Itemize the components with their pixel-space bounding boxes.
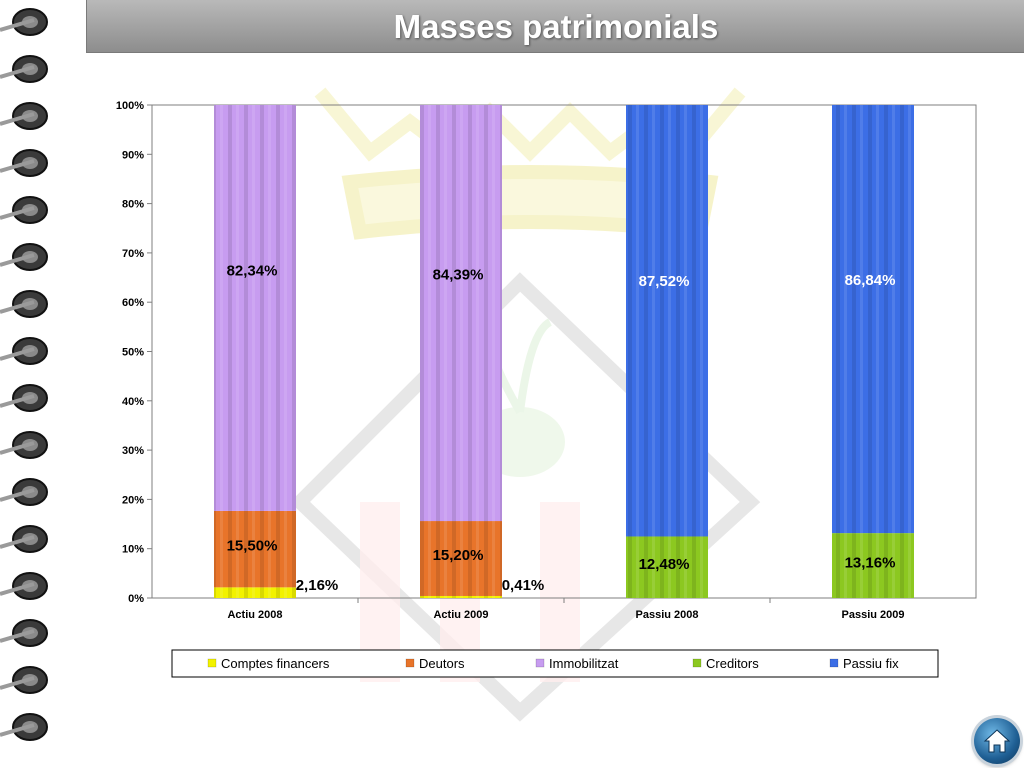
spiral-ring bbox=[0, 8, 48, 36]
legend-item: Creditors bbox=[692, 656, 759, 671]
spiral-ring bbox=[0, 572, 48, 600]
data-label: 15,50% bbox=[227, 537, 278, 554]
data-label: 86,84% bbox=[845, 272, 896, 289]
plot-area: 0% 10% 20% 30% 40% 50% 60% 70% 80% 90% 100% 2,16% 15… bbox=[116, 100, 977, 621]
spiral-ring bbox=[0, 525, 48, 553]
legend-swatch bbox=[207, 658, 217, 668]
legend-swatch bbox=[692, 658, 702, 668]
data-label: 84,39% bbox=[433, 267, 484, 284]
bar-segment-shading bbox=[626, 536, 708, 598]
spiral-ring bbox=[0, 478, 48, 506]
data-label: 15,20% bbox=[433, 547, 484, 564]
stacked-bar-chart: 0% 10% 20% 30% 40% 50% 60% 70% 80% 90% 100% 2,16% 15… bbox=[116, 100, 977, 678]
y-tick-label: 0% bbox=[128, 593, 144, 605]
legend-label: Immobilitzat bbox=[549, 656, 619, 671]
home-icon bbox=[983, 729, 1011, 753]
y-tick-label: 10% bbox=[122, 544, 144, 556]
spiral-ring bbox=[0, 102, 48, 130]
notebook-spiral-binding bbox=[0, 8, 48, 741]
spiral-ring bbox=[0, 55, 48, 83]
page-title: Masses patrimonials bbox=[393, 8, 719, 45]
y-tick-label: 50% bbox=[122, 347, 144, 359]
legend-box bbox=[171, 649, 939, 678]
legend-label: Passiu fix bbox=[843, 656, 899, 671]
legend: Comptes financers Deutors Immobilitzat Cred… bbox=[171, 649, 939, 678]
legend-item: Comptes financers bbox=[207, 656, 330, 671]
y-tick-label: 100% bbox=[116, 100, 144, 112]
spiral-ring bbox=[0, 384, 48, 412]
legend-swatch bbox=[535, 658, 545, 668]
data-label: 12,48% bbox=[639, 556, 690, 573]
y-tick-label: 30% bbox=[122, 445, 144, 457]
bar-segment-shading bbox=[626, 105, 708, 537]
data-label: 87,52% bbox=[639, 273, 690, 290]
spiral-ring bbox=[0, 290, 48, 318]
bar-segment-shading bbox=[420, 521, 502, 596]
bar-segment-shading bbox=[420, 595, 502, 598]
legend-item: Immobilitzat bbox=[535, 656, 619, 671]
legend-item: Deutors bbox=[405, 656, 465, 671]
x-tick-label: Actiu 2009 bbox=[433, 609, 488, 621]
y-tick-label: 90% bbox=[122, 149, 144, 161]
bar-segment-shading bbox=[214, 587, 296, 598]
spiral-ring bbox=[0, 666, 48, 694]
legend-swatch bbox=[829, 658, 839, 668]
spiral-ring bbox=[0, 713, 48, 741]
spiral-ring bbox=[0, 619, 48, 647]
legend-item: Passiu fix bbox=[829, 656, 899, 671]
spiral-ring bbox=[0, 337, 48, 365]
bar-segment-shading bbox=[420, 105, 502, 522]
y-tick-label: 80% bbox=[122, 199, 144, 211]
bar-segment-shading bbox=[214, 105, 296, 511]
y-tick-label: 40% bbox=[122, 396, 144, 408]
spiral-ring bbox=[0, 149, 48, 177]
bar-segment-shading bbox=[832, 533, 914, 598]
y-tick-label: 20% bbox=[122, 494, 144, 506]
x-tick-label: Passiu 2009 bbox=[842, 609, 905, 621]
bar-segment-shading bbox=[832, 105, 914, 534]
home-button[interactable] bbox=[974, 718, 1020, 764]
spiral-ring bbox=[0, 431, 48, 459]
legend-label: Comptes financers bbox=[221, 656, 330, 671]
spiral-ring bbox=[0, 243, 48, 271]
data-label: 0,41% bbox=[502, 577, 545, 594]
title-bar: Masses patrimonials bbox=[86, 0, 1024, 53]
y-tick-label: 60% bbox=[122, 297, 144, 309]
legend-swatch bbox=[405, 658, 415, 668]
legend-label: Deutors bbox=[419, 656, 465, 671]
x-tick-label: Passiu 2008 bbox=[636, 609, 699, 621]
legend-label: Creditors bbox=[706, 656, 759, 671]
data-label: 13,16% bbox=[845, 554, 896, 571]
spiral-ring bbox=[0, 196, 48, 224]
y-tick-label: 70% bbox=[122, 248, 144, 260]
x-tick-label: Actiu 2008 bbox=[227, 609, 282, 621]
data-label: 82,34% bbox=[227, 262, 278, 279]
data-label: 2,16% bbox=[296, 577, 339, 594]
bar-segment-shading bbox=[214, 510, 296, 588]
